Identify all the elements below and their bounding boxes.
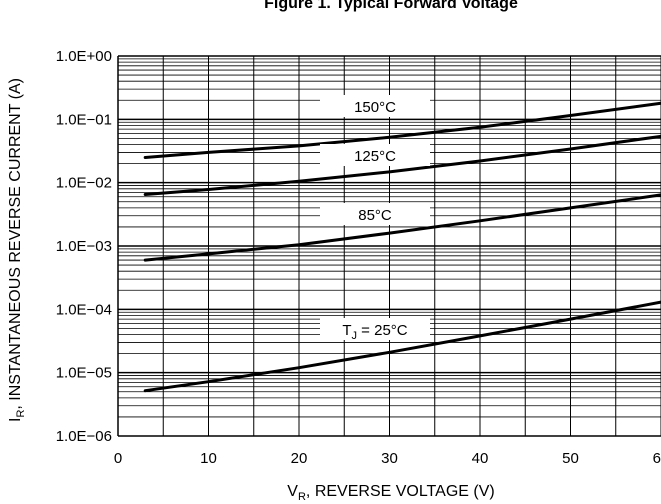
y-tick-label: 1.0E−01 <box>56 111 112 128</box>
x-tick-label: 20 <box>291 450 308 467</box>
grid <box>117 55 661 437</box>
series-line-2 <box>143 193 661 262</box>
series-label-box <box>320 203 430 225</box>
series-line-1 <box>143 134 661 196</box>
x-tick-label: 50 <box>562 450 579 467</box>
x-axis-label-sub: R <box>298 491 306 503</box>
series-label-main: 150°C <box>354 99 396 116</box>
series-labels: 150°C 125°C 85°C TJ = 25°C <box>320 95 430 342</box>
y-tick-label: 1.0E−03 <box>56 238 112 255</box>
series-label-box <box>320 144 430 166</box>
series-label-2: 85°C <box>358 207 392 224</box>
series-label-box <box>320 318 430 340</box>
y-axis-label-main: I <box>7 418 24 422</box>
y-axis-label-sub: R <box>15 410 27 418</box>
series-line-3 <box>143 300 661 393</box>
series-label-3: TJ = 25°C <box>342 322 407 342</box>
series-label-box <box>320 95 430 117</box>
y-tick-label: 1.0E−05 <box>56 365 112 382</box>
x-tick-label: 40 <box>472 450 489 467</box>
y-tick-label: 1.0E−06 <box>56 428 112 445</box>
x-tick-label: 10 <box>200 450 217 467</box>
y-tick-label: 1.0E−04 <box>56 301 112 318</box>
series-label-sub: J <box>352 330 358 342</box>
series-lines <box>143 101 661 393</box>
y-tick-label: 1.0E−02 <box>56 175 112 192</box>
x-tick-label: 0 <box>114 450 122 467</box>
x-tick-label: 30 <box>381 450 398 467</box>
x-axis-label: VR, REVERSE VOLTAGE (V) <box>287 483 494 503</box>
series-label-rest: = 25°C <box>357 322 408 339</box>
series-label-1: 125°C <box>354 148 396 165</box>
y-axis-label-rest: , INSTANTANEOUS REVERSE CURRENT (A) <box>7 78 24 410</box>
x-axis-label-rest: , REVERSE VOLTAGE (V) <box>306 483 495 500</box>
series-label-main: 125°C <box>354 148 396 165</box>
series-label-main: T <box>342 322 351 339</box>
series-line-0 <box>143 101 661 159</box>
chart-title: Figure 1. Typical Forward Voltage <box>264 0 518 12</box>
y-tick-label: 1.0E+00 <box>56 48 112 65</box>
y-axis-label: IR, INSTANTANEOUS REVERSE CURRENT (A) <box>7 78 27 422</box>
y-tick-labels: 1.0E−06 1.0E−05 1.0E−04 1.0E−03 1.0E−02 1.0E−… <box>56 48 112 445</box>
x-tick-label: 60 <box>653 450 661 467</box>
series-label-0: 150°C <box>354 99 396 116</box>
x-tick-labels: 0 10 20 30 40 50 60 <box>114 450 661 467</box>
x-axis-label-main: V <box>287 483 298 500</box>
series-label-main: 85°C <box>358 207 392 224</box>
